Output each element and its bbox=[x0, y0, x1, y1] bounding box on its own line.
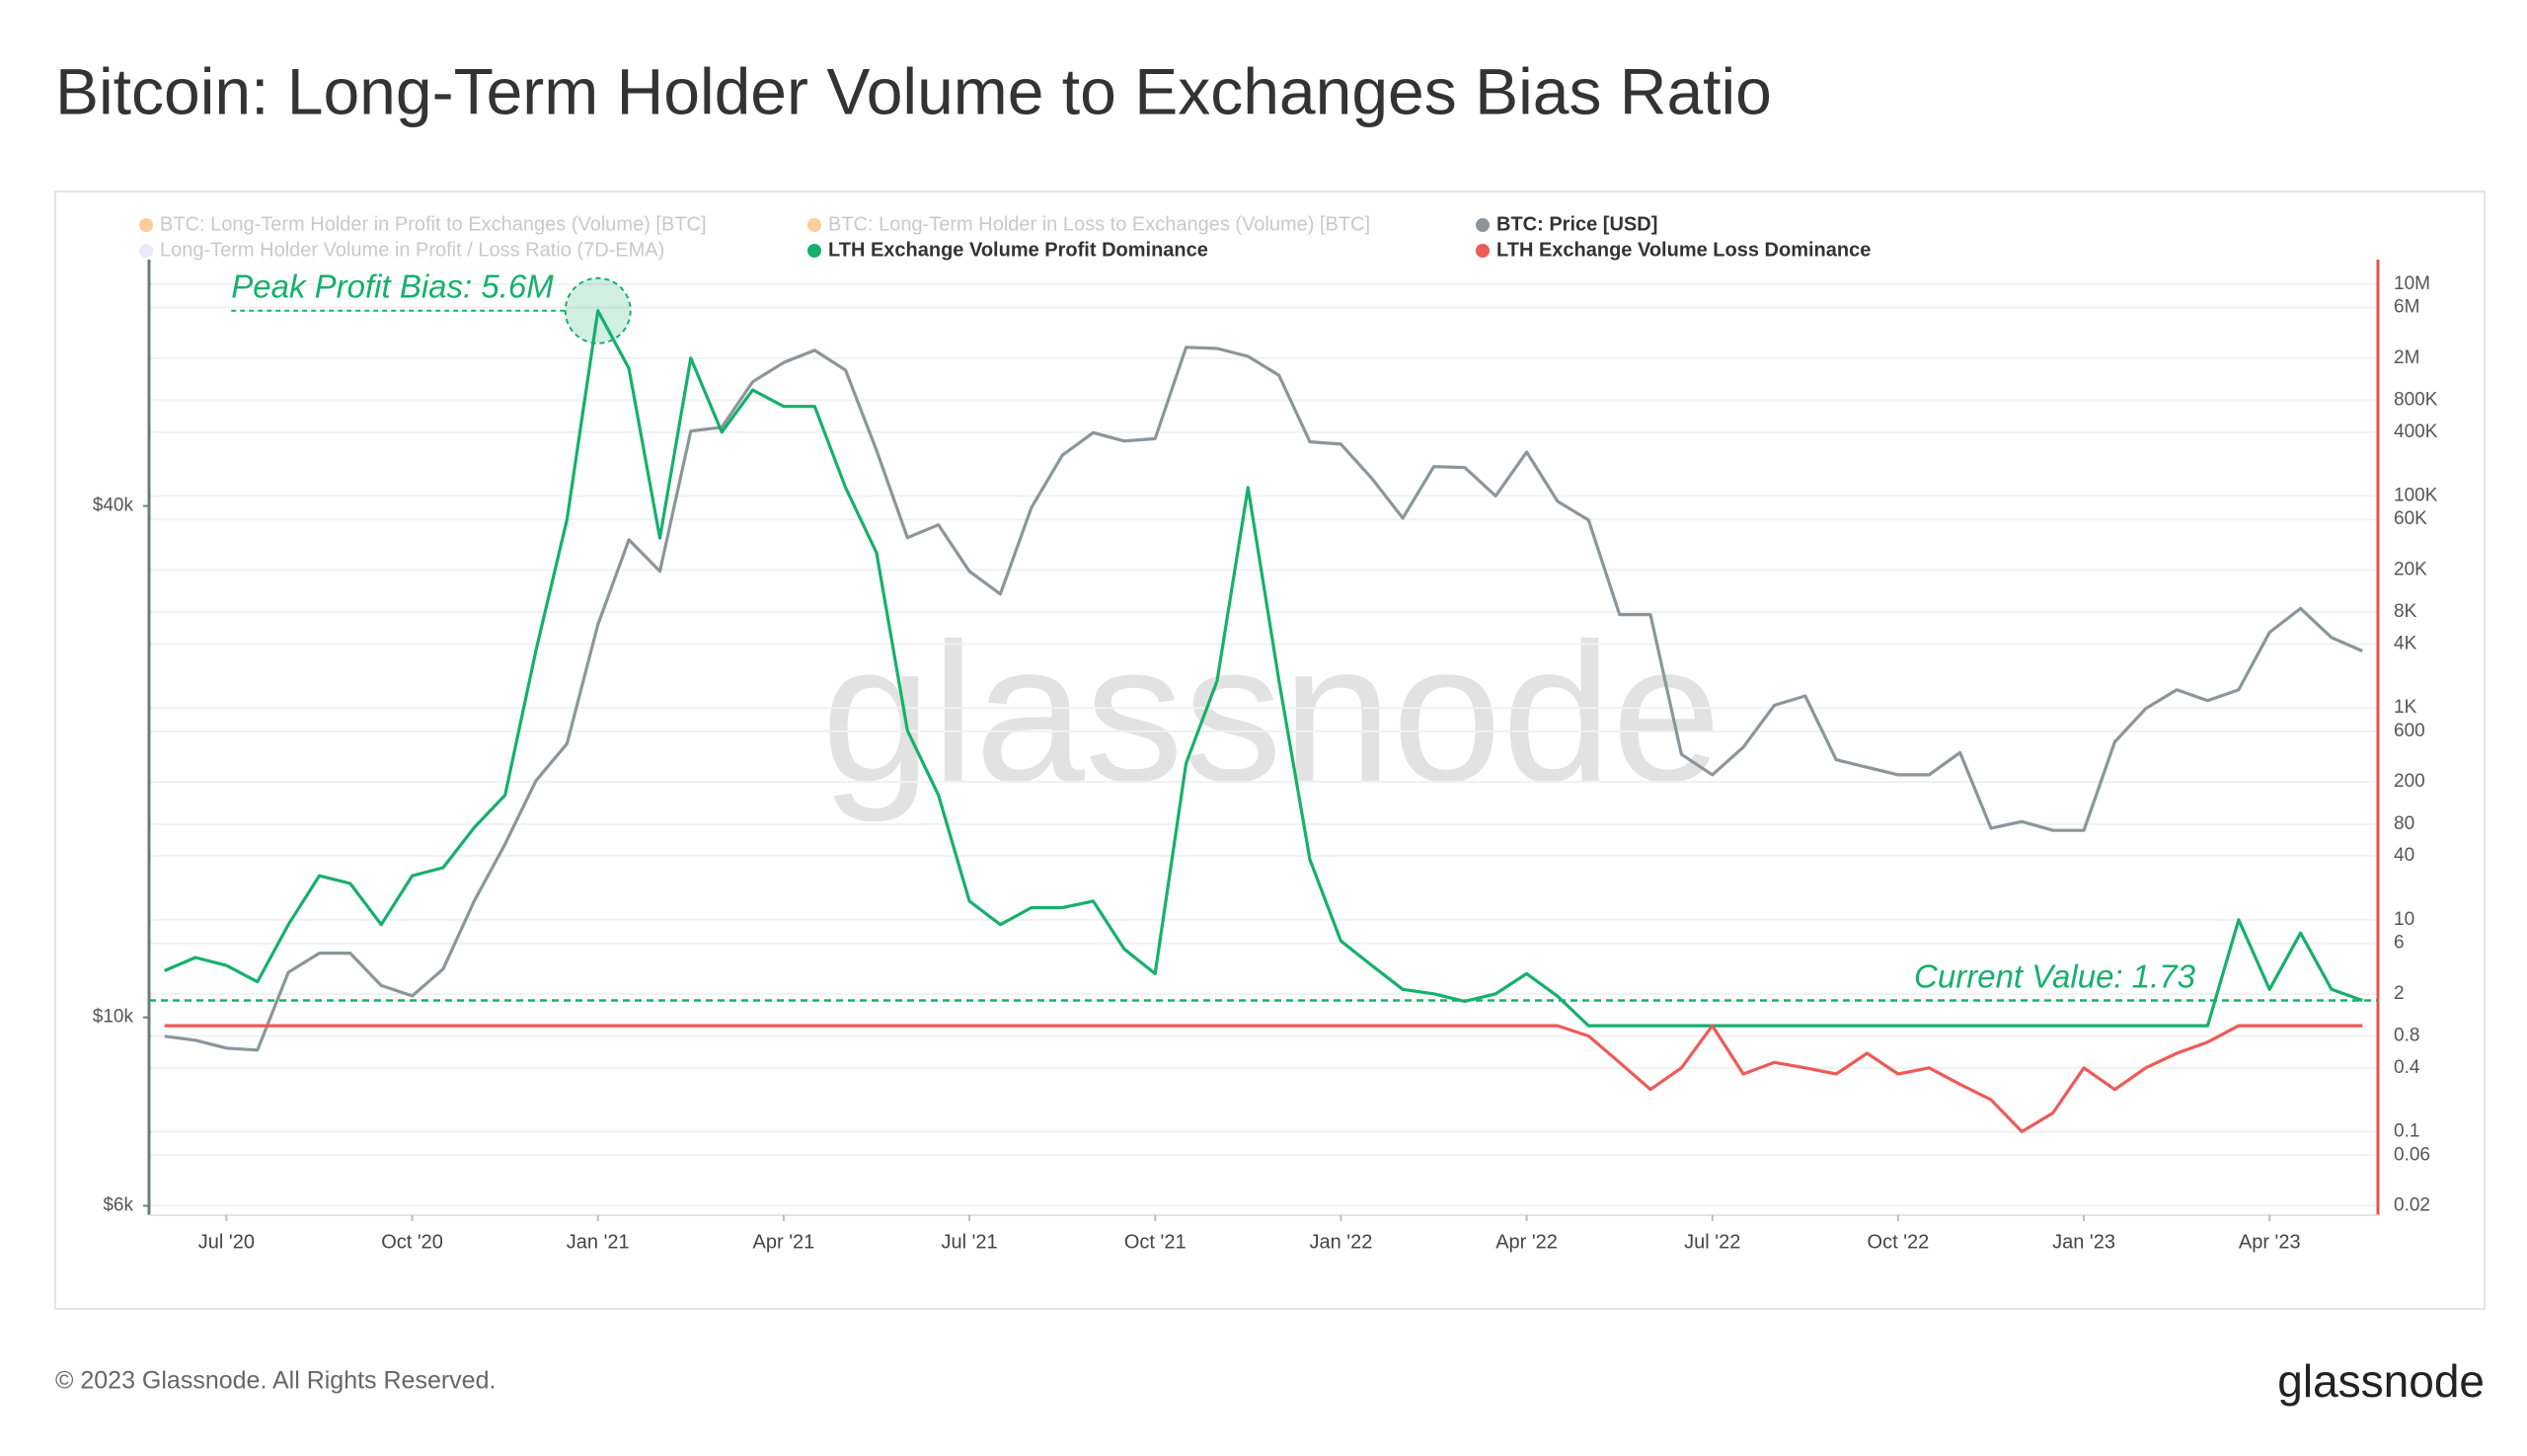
legend-label: BTC: Price [USD] bbox=[1496, 213, 1657, 235]
y2-tick-label: 0.1 bbox=[2394, 1120, 2419, 1141]
x-tick-label: Jul '20 bbox=[198, 1231, 255, 1253]
y2-tick-label: 2 bbox=[2394, 983, 2405, 1004]
y2-tick-label: 6 bbox=[2394, 933, 2405, 954]
x-tick-label: Jan '21 bbox=[567, 1231, 630, 1253]
y2-tick-label: 200 bbox=[2394, 771, 2425, 792]
legend-marker bbox=[807, 244, 821, 258]
x-tick-label: Oct '20 bbox=[381, 1231, 443, 1253]
x-tick-label: Apr '22 bbox=[1495, 1231, 1558, 1253]
peak-highlight bbox=[564, 276, 632, 345]
y2-tick-label: 400K bbox=[2394, 421, 2438, 442]
x-tick-label: Oct '22 bbox=[1868, 1231, 1930, 1253]
y2-tick-label: 1K bbox=[2394, 697, 2417, 718]
series-line bbox=[164, 309, 2363, 1028]
series-line bbox=[164, 1024, 2363, 1133]
legend-label: BTC: Long-Term Holder in Loss to Exchang… bbox=[828, 213, 1370, 235]
legend-marker bbox=[1476, 244, 1490, 258]
y2-tick-label: 800K bbox=[2394, 389, 2438, 410]
series-line bbox=[164, 345, 2363, 1052]
y2-tick-label: 40 bbox=[2394, 845, 2414, 866]
legend-marker bbox=[139, 218, 153, 232]
y2-tick-label: 4K bbox=[2394, 633, 2417, 653]
legend-label: Long-Term Holder Volume in Profit / Loss… bbox=[160, 239, 664, 261]
y2-tick-label: 10M bbox=[2394, 273, 2430, 294]
y2-tick-label: 80 bbox=[2394, 813, 2414, 834]
footer: © 2023 Glassnode. All Rights Reserved. bbox=[55, 1367, 496, 1395]
legend-label: BTC: Long-Term Holder in Profit to Excha… bbox=[160, 213, 707, 235]
y2-tick-label: 600 bbox=[2394, 721, 2425, 741]
x-tick-label: Jul '22 bbox=[1684, 1231, 1740, 1253]
x-tick-label: Apr '23 bbox=[2239, 1231, 2301, 1253]
legend-label: LTH Exchange Volume Loss Dominance bbox=[1496, 239, 1871, 261]
y2-tick-label: 0.06 bbox=[2394, 1144, 2430, 1165]
y-tick-label: $10k bbox=[93, 1007, 134, 1028]
x-tick-label: Jan '23 bbox=[2052, 1231, 2115, 1253]
y2-tick-label: 0.4 bbox=[2394, 1057, 2420, 1078]
y-tick-label: $6k bbox=[103, 1195, 133, 1216]
y2-tick-label: 0.8 bbox=[2394, 1026, 2419, 1046]
chart-frame bbox=[54, 191, 2486, 1310]
legend-label: LTH Exchange Volume Profit Dominance bbox=[828, 239, 1208, 261]
y2-tick-label: 2M bbox=[2394, 347, 2419, 368]
legend-marker bbox=[1476, 218, 1490, 232]
x-tick-label: Oct '21 bbox=[1124, 1231, 1187, 1253]
chart-title: Bitcoin: Long-Term Holder Volume to Exch… bbox=[55, 54, 1772, 127]
annotation: Current Value: 1.73 bbox=[1914, 958, 2196, 994]
y2-tick-label: 60K bbox=[2394, 508, 2427, 529]
x-tick-label: Jul '21 bbox=[941, 1231, 997, 1253]
annotation: Peak Profit Bias: 5.6M bbox=[231, 268, 554, 304]
y-tick-label: $40k bbox=[93, 496, 134, 516]
logo: glassnode bbox=[2277, 1355, 2485, 1407]
x-tick-label: Apr '21 bbox=[753, 1231, 815, 1253]
y2-tick-label: 10 bbox=[2394, 909, 2414, 930]
y2-tick-label: 100K bbox=[2394, 485, 2438, 505]
y2-tick-label: 6M bbox=[2394, 297, 2419, 318]
y2-tick-label: 20K bbox=[2394, 559, 2427, 579]
x-tick-label: Jan '22 bbox=[1309, 1231, 1372, 1253]
legend-marker bbox=[139, 244, 153, 258]
y2-tick-label: 0.02 bbox=[2394, 1194, 2430, 1215]
legend-marker bbox=[807, 218, 821, 232]
y2-tick-label: 8K bbox=[2394, 601, 2417, 622]
